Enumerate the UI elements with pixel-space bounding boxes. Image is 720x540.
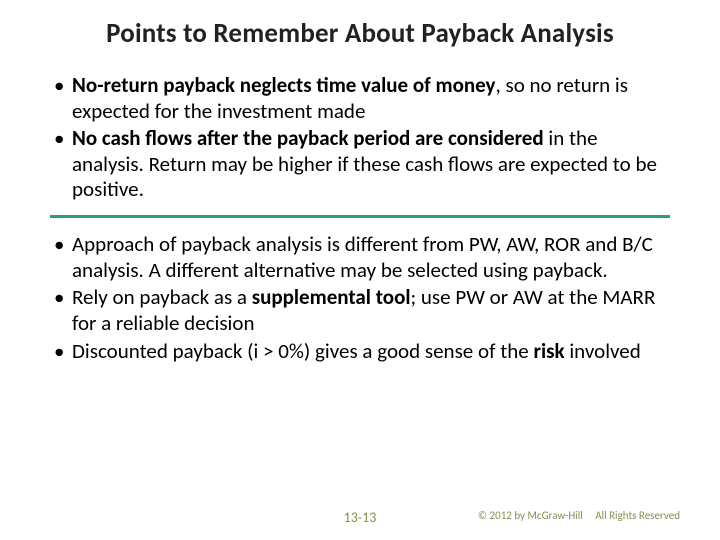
copyright-text: © 2012 by McGraw-Hill xyxy=(478,509,583,522)
divider-wrap xyxy=(0,205,720,232)
list-item: Rely on payback as a supplemental tool; … xyxy=(50,285,670,336)
bold-run: supplemental tool xyxy=(252,284,411,310)
title-text: Points to Remember About Payback Analysi… xyxy=(106,17,614,50)
slide-footer: 13-13 © 2012 by McGraw-Hill All Rights R… xyxy=(0,509,720,522)
bold-run: No-return payback neglects time value of… xyxy=(72,72,496,98)
list-item: No cash flows after the payback period a… xyxy=(50,126,670,203)
text-run: Approach of payback analysis is differen… xyxy=(72,231,653,283)
section-1: No-return payback neglects time value of… xyxy=(0,49,720,203)
slide: Points to Remember About Payback Analysi… xyxy=(0,0,720,540)
text-run: Discounted payback (i > 0%) gives a good… xyxy=(72,338,534,364)
rights-text: All Rights Reserved xyxy=(595,509,680,522)
footer-right: © 2012 by McGraw-Hill All Rights Reserve… xyxy=(478,509,680,522)
text-run: Rely on payback as a xyxy=(72,284,252,310)
page-number: 13-13 xyxy=(344,509,377,526)
list-item: No-return payback neglects time value of… xyxy=(50,73,670,124)
bold-run: risk xyxy=(534,338,565,364)
bold-run: No cash flows after the payback period a… xyxy=(72,125,544,151)
bullet-list-1: No-return payback neglects time value of… xyxy=(50,73,670,203)
section-divider xyxy=(50,215,670,218)
slide-title: Points to Remember About Payback Analysi… xyxy=(0,0,720,49)
list-item: Approach of payback analysis is differen… xyxy=(50,232,670,283)
text-run: involved xyxy=(565,338,641,364)
list-item: Discounted payback (i > 0%) gives a good… xyxy=(50,339,670,365)
section-2: Approach of payback analysis is differen… xyxy=(0,232,720,364)
bullet-list-2: Approach of payback analysis is differen… xyxy=(50,232,670,364)
